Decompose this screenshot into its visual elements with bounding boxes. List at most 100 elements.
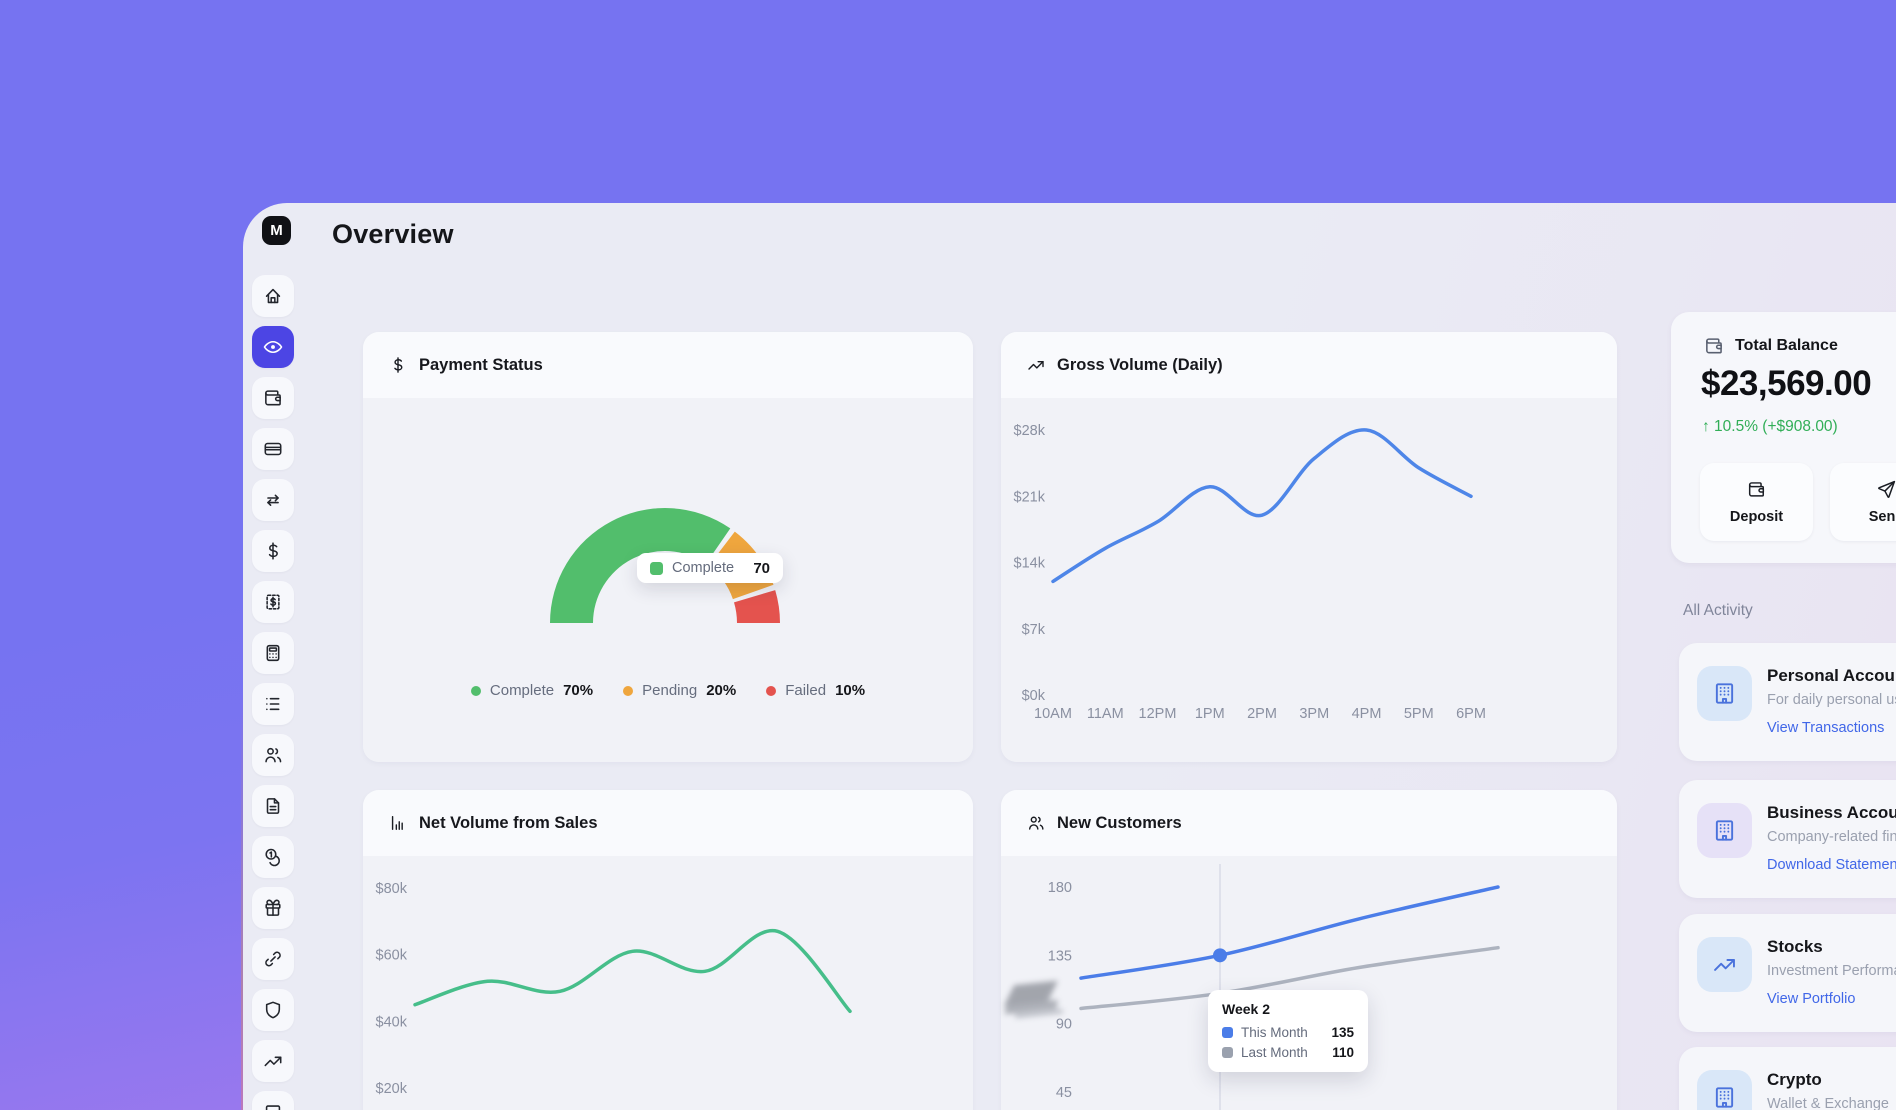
home-icon <box>262 285 284 307</box>
activity-link[interactable]: Download Statement <box>1767 857 1896 873</box>
legend-label: Failed <box>785 682 827 699</box>
svg-text:6PM: 6PM <box>1456 706 1486 722</box>
svg-text:12PM: 12PM <box>1139 706 1177 722</box>
activity-title: Stocks <box>1767 937 1823 956</box>
gross-volume-card: Gross Volume (Daily) $28k $21k $14k $7k $0k 1… <box>1001 332 1617 762</box>
sidebar-item-document[interactable] <box>252 785 294 827</box>
trending-up-icon <box>262 1050 284 1072</box>
credit-card-icon <box>262 438 284 460</box>
svg-text:11AM: 11AM <box>1087 706 1124 722</box>
sidebar-item-calculator[interactable] <box>252 632 294 674</box>
building-icon <box>1711 680 1738 707</box>
coins-icon <box>262 846 284 868</box>
sidebar-item-home[interactable] <box>252 275 294 317</box>
svg-text:$20k: $20k <box>376 1081 408 1097</box>
app-logo: M <box>262 216 291 245</box>
deposit-button[interactable]: Deposit <box>1700 463 1813 541</box>
svg-text:2PM: 2PM <box>1247 706 1277 722</box>
sidebar-item-shield[interactable] <box>252 989 294 1031</box>
tooltip-label: Complete <box>672 560 735 576</box>
legend-dot <box>766 685 777 696</box>
smudge-artifact <box>1001 977 1072 1032</box>
net-volume-header: Net Volume from Sales <box>363 790 973 857</box>
sidebar-item-currency-dollar[interactable] <box>252 530 294 572</box>
device-icon <box>262 1101 284 1110</box>
legend-item: Complete 70% <box>470 682 594 699</box>
gross-volume-line-chart[interactable]: $28k $21k $14k $7k $0k 10AM 11AM 12PM 1PM 2PM 3PM 4… <box>1001 398 1617 762</box>
activity-subtitle: Investment Performance <box>1767 963 1896 979</box>
activity-icon-tile <box>1697 1070 1752 1110</box>
invoice-icon <box>262 591 284 613</box>
sidebar-item-credit-card[interactable] <box>252 428 294 470</box>
total-balance-amount: $23,569.00 <box>1701 364 1872 403</box>
svg-text:45: 45 <box>1056 1085 1072 1101</box>
svg-text:1PM: 1PM <box>1195 706 1225 722</box>
activity-link[interactable]: View Portfolio <box>1767 991 1856 1007</box>
sidebar-item-list[interactable] <box>252 683 294 725</box>
legend-item: Pending 20% <box>623 682 736 699</box>
activity-link[interactable]: View Transactions <box>1767 720 1885 736</box>
button-label: Deposit <box>1729 509 1784 525</box>
new-customers-line-chart[interactable]: 180 135 90 45 <box>1001 856 1617 1110</box>
sidebar-item-eye[interactable] <box>252 326 294 368</box>
calculator-icon <box>262 642 284 664</box>
gauge-tooltip: Complete 70 <box>637 553 783 583</box>
svg-text:$21k: $21k <box>1014 489 1046 505</box>
activity-card-crypto: Crypto Wallet & Exchange <box>1679 1047 1896 1110</box>
chart-bar-icon <box>388 813 408 833</box>
svg-text:$60k: $60k <box>376 948 408 964</box>
gross-volume-title: Gross Volume (Daily) <box>1057 355 1223 374</box>
tooltip-series-label: This Month <box>1241 1025 1308 1040</box>
payment-status-card: Payment Status Complete 70 Complete 70% Pe… <box>363 332 973 762</box>
tooltip-row: Last Month 110 <box>1222 1045 1354 1060</box>
tooltip-row: This Month 135 <box>1222 1025 1354 1040</box>
new-customers-title: New Customers <box>1057 813 1182 832</box>
sidebar-item-invoice[interactable] <box>252 581 294 623</box>
new-customers-body: 180 135 90 45 Week 2 This Month 135 Last Mont… <box>1001 856 1617 1110</box>
svg-text:$28k: $28k <box>1014 423 1046 439</box>
link-icon <box>262 948 284 970</box>
net-volume-line-chart[interactable]: $80k $60k $40k $20k <box>363 856 973 1110</box>
payment-status-title: Payment Status <box>419 355 543 374</box>
legend-label: Complete <box>489 682 555 699</box>
sidebar-item-wallet[interactable] <box>252 377 294 419</box>
total-balance-header: Total Balance <box>1703 335 1838 357</box>
svg-text:3PM: 3PM <box>1299 706 1329 722</box>
activity-subtitle: Company-related finances <box>1767 829 1896 845</box>
sidebar-item-link[interactable] <box>252 938 294 980</box>
send-button[interactable]: Send <box>1830 463 1896 541</box>
activity-card-personal-account: Personal Account For daily personal use Vi… <box>1679 643 1896 761</box>
sidebar-item-gift[interactable] <box>252 887 294 929</box>
gross-volume-body: $28k $21k $14k $7k $0k 10AM 11AM 12PM 1PM 2PM 3PM 4… <box>1001 398 1617 762</box>
eye-icon <box>262 336 284 358</box>
currency-dollar-icon <box>388 355 408 375</box>
legend-dot <box>470 685 481 696</box>
sidebar-item-device[interactable] <box>252 1091 294 1110</box>
wallet-icon <box>262 387 284 409</box>
shield-icon <box>262 999 284 1021</box>
new-customers-card: New Customers 180 135 90 45 Week 2 This Mon… <box>1001 790 1617 1110</box>
activity-card-business-account: Business Account Company-related finances… <box>1679 780 1896 898</box>
total-balance-label: Total Balance <box>1735 337 1838 354</box>
svg-text:$40k: $40k <box>376 1014 408 1030</box>
svg-text:90: 90 <box>1056 1017 1072 1033</box>
building-icon <box>1711 817 1738 844</box>
sidebar-item-transfer-arrows[interactable] <box>252 479 294 521</box>
svg-text:$14k: $14k <box>1014 556 1046 572</box>
net-volume-card: Net Volume from Sales $80k $60k $40k $20k <box>363 790 973 1110</box>
tooltip-series-label: Last Month <box>1241 1045 1308 1060</box>
svg-text:135: 135 <box>1048 948 1072 964</box>
tooltip-color-swatch <box>1222 1047 1233 1058</box>
svg-text:4PM: 4PM <box>1352 706 1382 722</box>
payment-status-header: Payment Status <box>363 332 973 399</box>
all-activity-heading: All Activity <box>1683 602 1753 619</box>
gross-volume-header: Gross Volume (Daily) <box>1001 332 1617 399</box>
activity-card-stocks: Stocks Investment Performance View Portfol… <box>1679 914 1896 1032</box>
gauge-legend: Complete 70% Pending 20% Failed 10% <box>363 682 973 699</box>
svg-text:180: 180 <box>1048 880 1072 896</box>
legend-value: 70% <box>563 682 594 699</box>
sidebar-item-trending-up[interactable] <box>252 1040 294 1082</box>
sidebar-item-coins[interactable] <box>252 836 294 878</box>
sidebar-item-users[interactable] <box>252 734 294 776</box>
users-icon <box>1026 813 1046 833</box>
